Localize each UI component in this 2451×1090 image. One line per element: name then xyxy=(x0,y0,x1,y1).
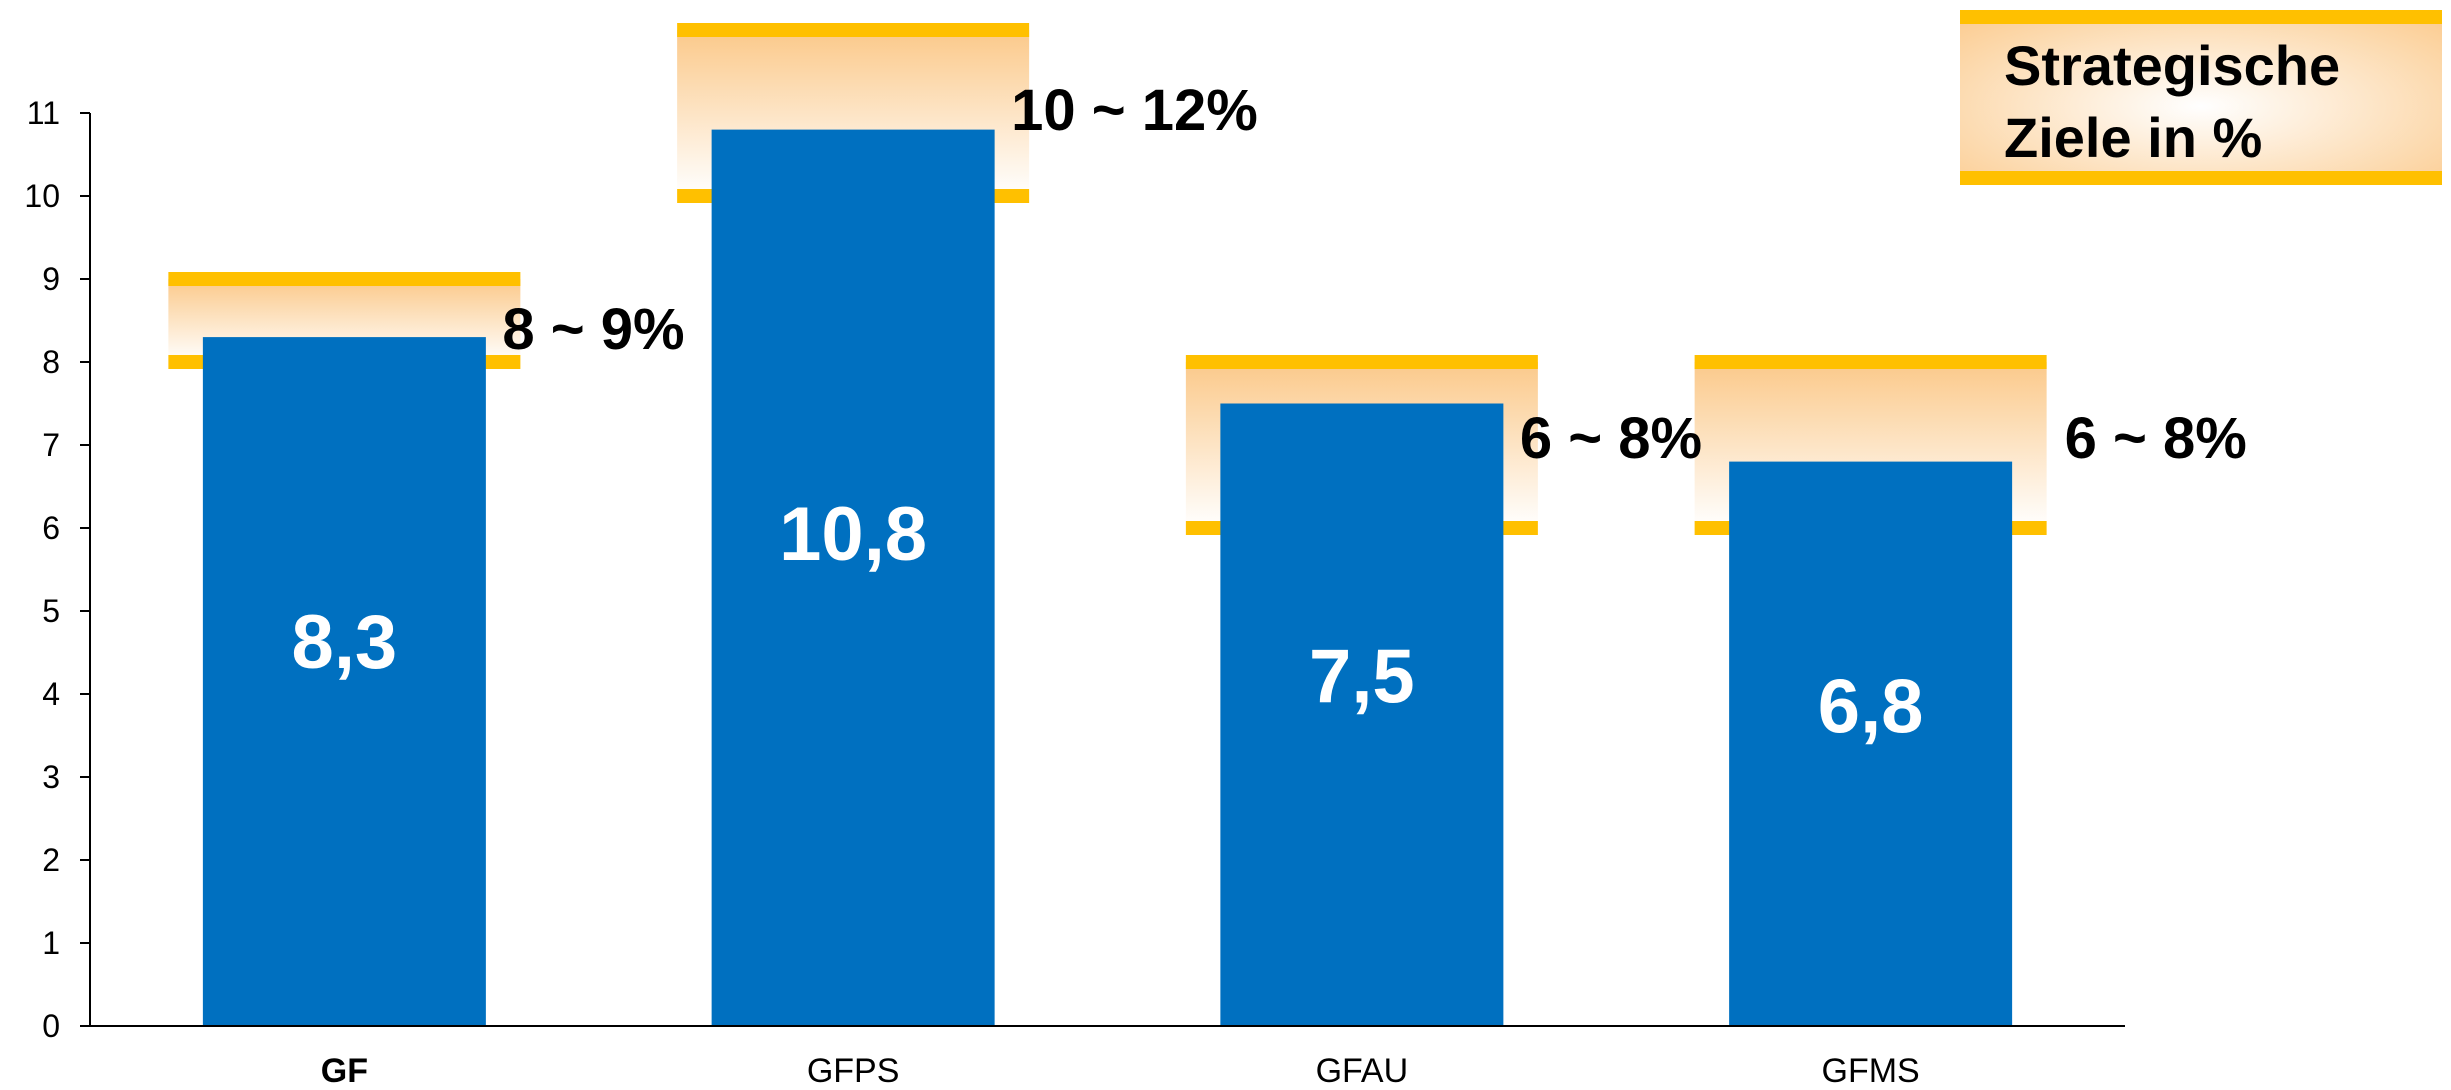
x-category-label: GF xyxy=(321,1052,368,1090)
y-tick-label: 0 xyxy=(42,1008,60,1044)
target-band-top-line xyxy=(168,272,521,286)
labels: 8 ~ 9% 10 ~ 12% 6 ~ 8% 6 ~ 8% 8,3 10,8 7,5 6,8 xyxy=(292,78,2247,750)
y-tick-label: 9 xyxy=(42,261,60,297)
x-category-label: GFMS xyxy=(1822,1052,1920,1090)
legend-box xyxy=(1960,10,2442,185)
x-category-label: GFAU xyxy=(1316,1052,1409,1090)
y-tick-label: 4 xyxy=(42,676,60,712)
target-range-label: 10 ~ 12% xyxy=(1011,78,1258,143)
legend-top-line xyxy=(1960,10,2442,24)
target-band-top-line xyxy=(1694,355,2047,369)
bar xyxy=(711,129,995,1027)
legend-bottom-line xyxy=(1960,171,2442,185)
bar xyxy=(202,337,486,1027)
y-tick-label: 2 xyxy=(42,842,60,878)
bar xyxy=(1220,403,1504,1026)
legend: Strategische Ziele in % xyxy=(1960,10,2442,185)
y-tick-label: 5 xyxy=(42,593,60,629)
bar-value-label: 10,8 xyxy=(779,492,927,577)
bar-value-label: 7,5 xyxy=(1309,634,1415,719)
target-band-top-line xyxy=(1185,355,1538,369)
bar-value-label: 8,3 xyxy=(292,600,398,685)
y-tick-label: 8 xyxy=(42,344,60,380)
target-band-top-line xyxy=(677,23,1030,37)
target-range-label: 6 ~ 8% xyxy=(1520,406,1702,471)
y-tick-label: 11 xyxy=(27,95,60,131)
target-range-label: 8 ~ 9% xyxy=(502,297,684,362)
target-range-label: 6 ~ 8% xyxy=(2065,406,2247,471)
y-tick-label: 6 xyxy=(42,510,60,546)
legend-text-line: Ziele in % xyxy=(2004,106,2262,169)
y-tick-label: 3 xyxy=(42,759,60,795)
x-category-label: GFPS xyxy=(807,1052,900,1090)
bar-value-label: 6,8 xyxy=(1818,665,1924,750)
y-tick-label: 7 xyxy=(42,427,60,463)
y-tick-label: 10 xyxy=(24,178,60,214)
legend-text-line: Strategische xyxy=(2004,34,2340,97)
bars xyxy=(202,129,2013,1027)
bar xyxy=(1729,461,2013,1027)
y-tick-label: 1 xyxy=(42,925,60,961)
axes: 0 1 2 3 4 5 6 7 8 9 10 11 GF GFPS GFAU GFMS xyxy=(24,95,2125,1090)
